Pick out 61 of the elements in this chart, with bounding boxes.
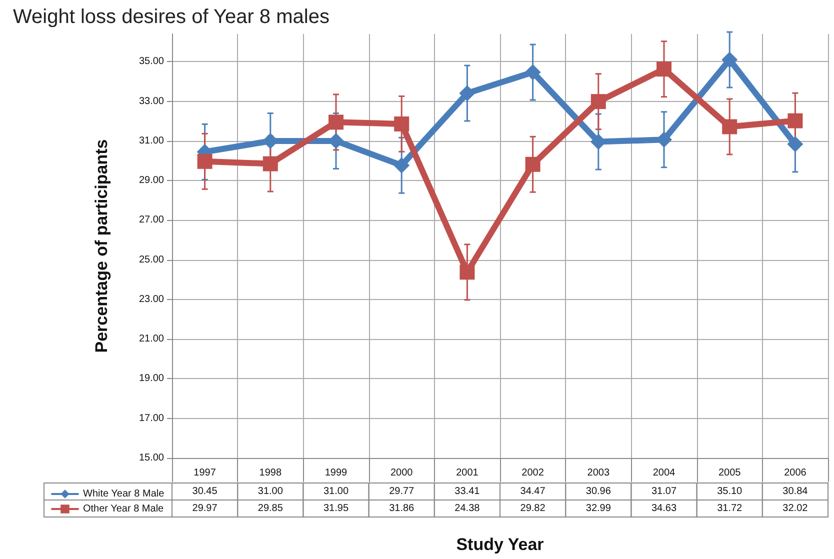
- data-label: 34.47: [520, 486, 546, 497]
- data-label: 29.85: [258, 503, 284, 514]
- point: [524, 64, 541, 80]
- x-tick-label: 1997: [194, 468, 216, 478]
- y-tick-label: 35.00: [138, 56, 164, 68]
- point: [197, 154, 212, 169]
- data-label: 29.97: [192, 503, 218, 514]
- data-label: 34.63: [651, 503, 677, 514]
- legend-label: Other Year 8 Male: [83, 504, 164, 514]
- y-tick-label: 33.00: [138, 96, 164, 107]
- y-tick-label: 27.00: [138, 214, 164, 226]
- y-tick-label: 25.00: [138, 254, 164, 266]
- x-tick-label: 2000: [390, 468, 414, 478]
- point: [525, 156, 540, 172]
- y-tick-label: 31.00: [138, 135, 164, 146]
- data-label: 31.95: [323, 503, 349, 514]
- point: [788, 113, 803, 128]
- x-tick-label: 1998: [259, 468, 282, 478]
- data-label: 24.38: [454, 503, 480, 514]
- data-label: 30.96: [586, 486, 612, 497]
- x-tick-label: 2006: [784, 468, 807, 478]
- point: [394, 116, 410, 132]
- point: [656, 62, 672, 77]
- x-tick-label: 2005: [718, 468, 742, 478]
- y-tick-label: 17.00: [138, 412, 164, 424]
- point: [262, 156, 278, 172]
- point: [328, 114, 344, 130]
- point: [722, 119, 738, 134]
- point: [459, 85, 476, 102]
- data-label: 33.41: [454, 486, 480, 497]
- y-tick-label: 23.00: [138, 294, 164, 305]
- data-label: 31.86: [389, 503, 415, 514]
- y-tick-label: 15.00: [138, 452, 164, 464]
- data-label: 31.00: [258, 486, 284, 497]
- legend-label: White Year 8 Male: [83, 488, 165, 500]
- y-axis-title: Percentage of participants: [92, 139, 111, 353]
- data-label: 30.84: [782, 486, 808, 497]
- data-label: 31.07: [651, 486, 677, 497]
- y-tick-label: 29.00: [138, 175, 164, 186]
- data-label: 30.45: [192, 486, 218, 497]
- data-label: 29.82: [520, 503, 546, 514]
- x-tick-label: 1999: [324, 468, 348, 478]
- x-tick-label: 2001: [456, 468, 479, 478]
- point: [722, 52, 738, 68]
- data-label: 29.77: [389, 486, 415, 497]
- point: [590, 94, 606, 110]
- data-label: 31.72: [717, 503, 743, 514]
- data-label: 31.00: [323, 486, 349, 497]
- x-tick-label: 2002: [522, 468, 544, 478]
- data-label: 35.10: [717, 486, 743, 497]
- x-axis-title: Study Year: [456, 535, 544, 554]
- point: [460, 264, 475, 280]
- point: [394, 157, 410, 174]
- x-tick-label: 2004: [652, 468, 676, 478]
- x-tick-label: 2003: [587, 468, 610, 478]
- data-label: 32.99: [586, 503, 612, 514]
- y-tick-label: 19.00: [138, 373, 164, 384]
- chart-title: Weight loss desires of Year 8 males: [13, 6, 330, 28]
- data-label: 32.02: [782, 503, 808, 514]
- y-tick-label: 21.00: [138, 334, 164, 345]
- point: [787, 136, 804, 152]
